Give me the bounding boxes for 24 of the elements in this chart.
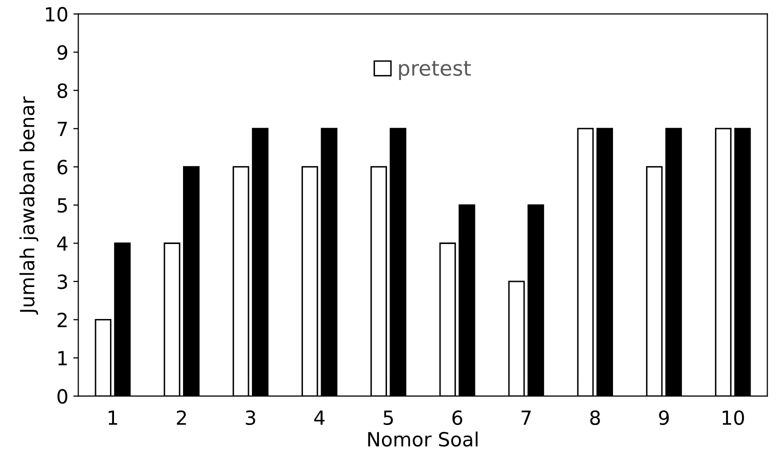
x-tick-label: 2 (176, 410, 186, 425)
y-tick-label: 5 (58, 198, 67, 213)
y-tick-label: 7 (58, 122, 67, 136)
legend-label: pretest (399, 61, 471, 80)
x-tick-label: 6 (452, 410, 462, 426)
y-tick-label: 6 (58, 160, 68, 174)
x-tick-label: 10 (722, 410, 744, 426)
y-axis-title: Jumlah jawaban benar (19, 96, 38, 315)
y-tick-label: 1 (58, 351, 67, 366)
x-tick-label: 5 (384, 410, 393, 426)
y-tick-label: 8 (58, 83, 68, 98)
x-tick-label: 7 (522, 410, 531, 425)
x-tick-label: 9 (659, 410, 669, 426)
x-tick-label: 8 (590, 410, 600, 426)
y-tick-label: 4 (57, 236, 68, 251)
y-tick-label: 9 (57, 45, 68, 60)
y-tick-label: 10 (46, 6, 68, 22)
y-tick-label: 0 (57, 389, 68, 404)
y-tick-label: 3 (58, 274, 68, 290)
y-tick-label: 2 (58, 312, 67, 328)
x-axis-title: Nomor Soal (368, 432, 478, 447)
x-tick-label: 4 (314, 410, 325, 425)
x-tick-label: 3 (246, 410, 256, 426)
x-tick-label: 1 (108, 410, 118, 425)
